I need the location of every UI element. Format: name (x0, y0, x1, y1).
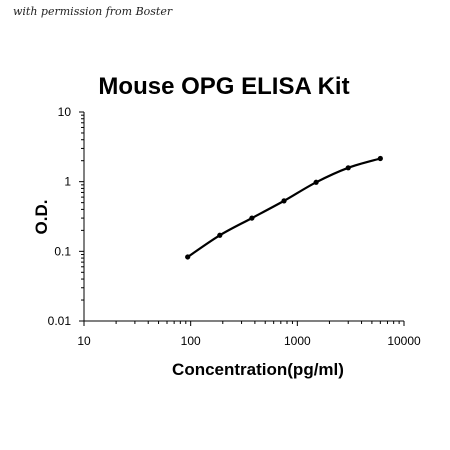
data-point (345, 165, 351, 171)
y-axis-label: O.D. (32, 200, 51, 235)
x-tick-label: 10 (77, 334, 91, 348)
y-tick-label: 0.1 (54, 244, 71, 258)
marker-layer (185, 155, 383, 260)
y-tick-label: 0.01 (48, 314, 72, 328)
data-point (281, 198, 287, 204)
x-tick-label: 1000 (284, 334, 311, 348)
x-axis-label: Concentration(pg/ml) (172, 360, 344, 379)
data-point (185, 254, 191, 260)
watermark-text: with permission from Boster (13, 5, 173, 18)
curve-layer (187, 157, 381, 258)
axes: 0.01 0.1 1 10 10 100 1000 10000 (48, 105, 421, 348)
y-tick-label: 10 (58, 105, 72, 119)
x-tick-label: 100 (181, 334, 201, 348)
data-point (313, 179, 319, 185)
data-point (249, 215, 255, 221)
x-tick-label: 10000 (387, 334, 421, 348)
data-point (377, 155, 383, 162)
y-tick-label: 1 (64, 175, 71, 189)
chart-title: Mouse OPG ELISA Kit (98, 73, 349, 100)
fitted-curve (187, 157, 381, 258)
data-point (217, 232, 223, 238)
